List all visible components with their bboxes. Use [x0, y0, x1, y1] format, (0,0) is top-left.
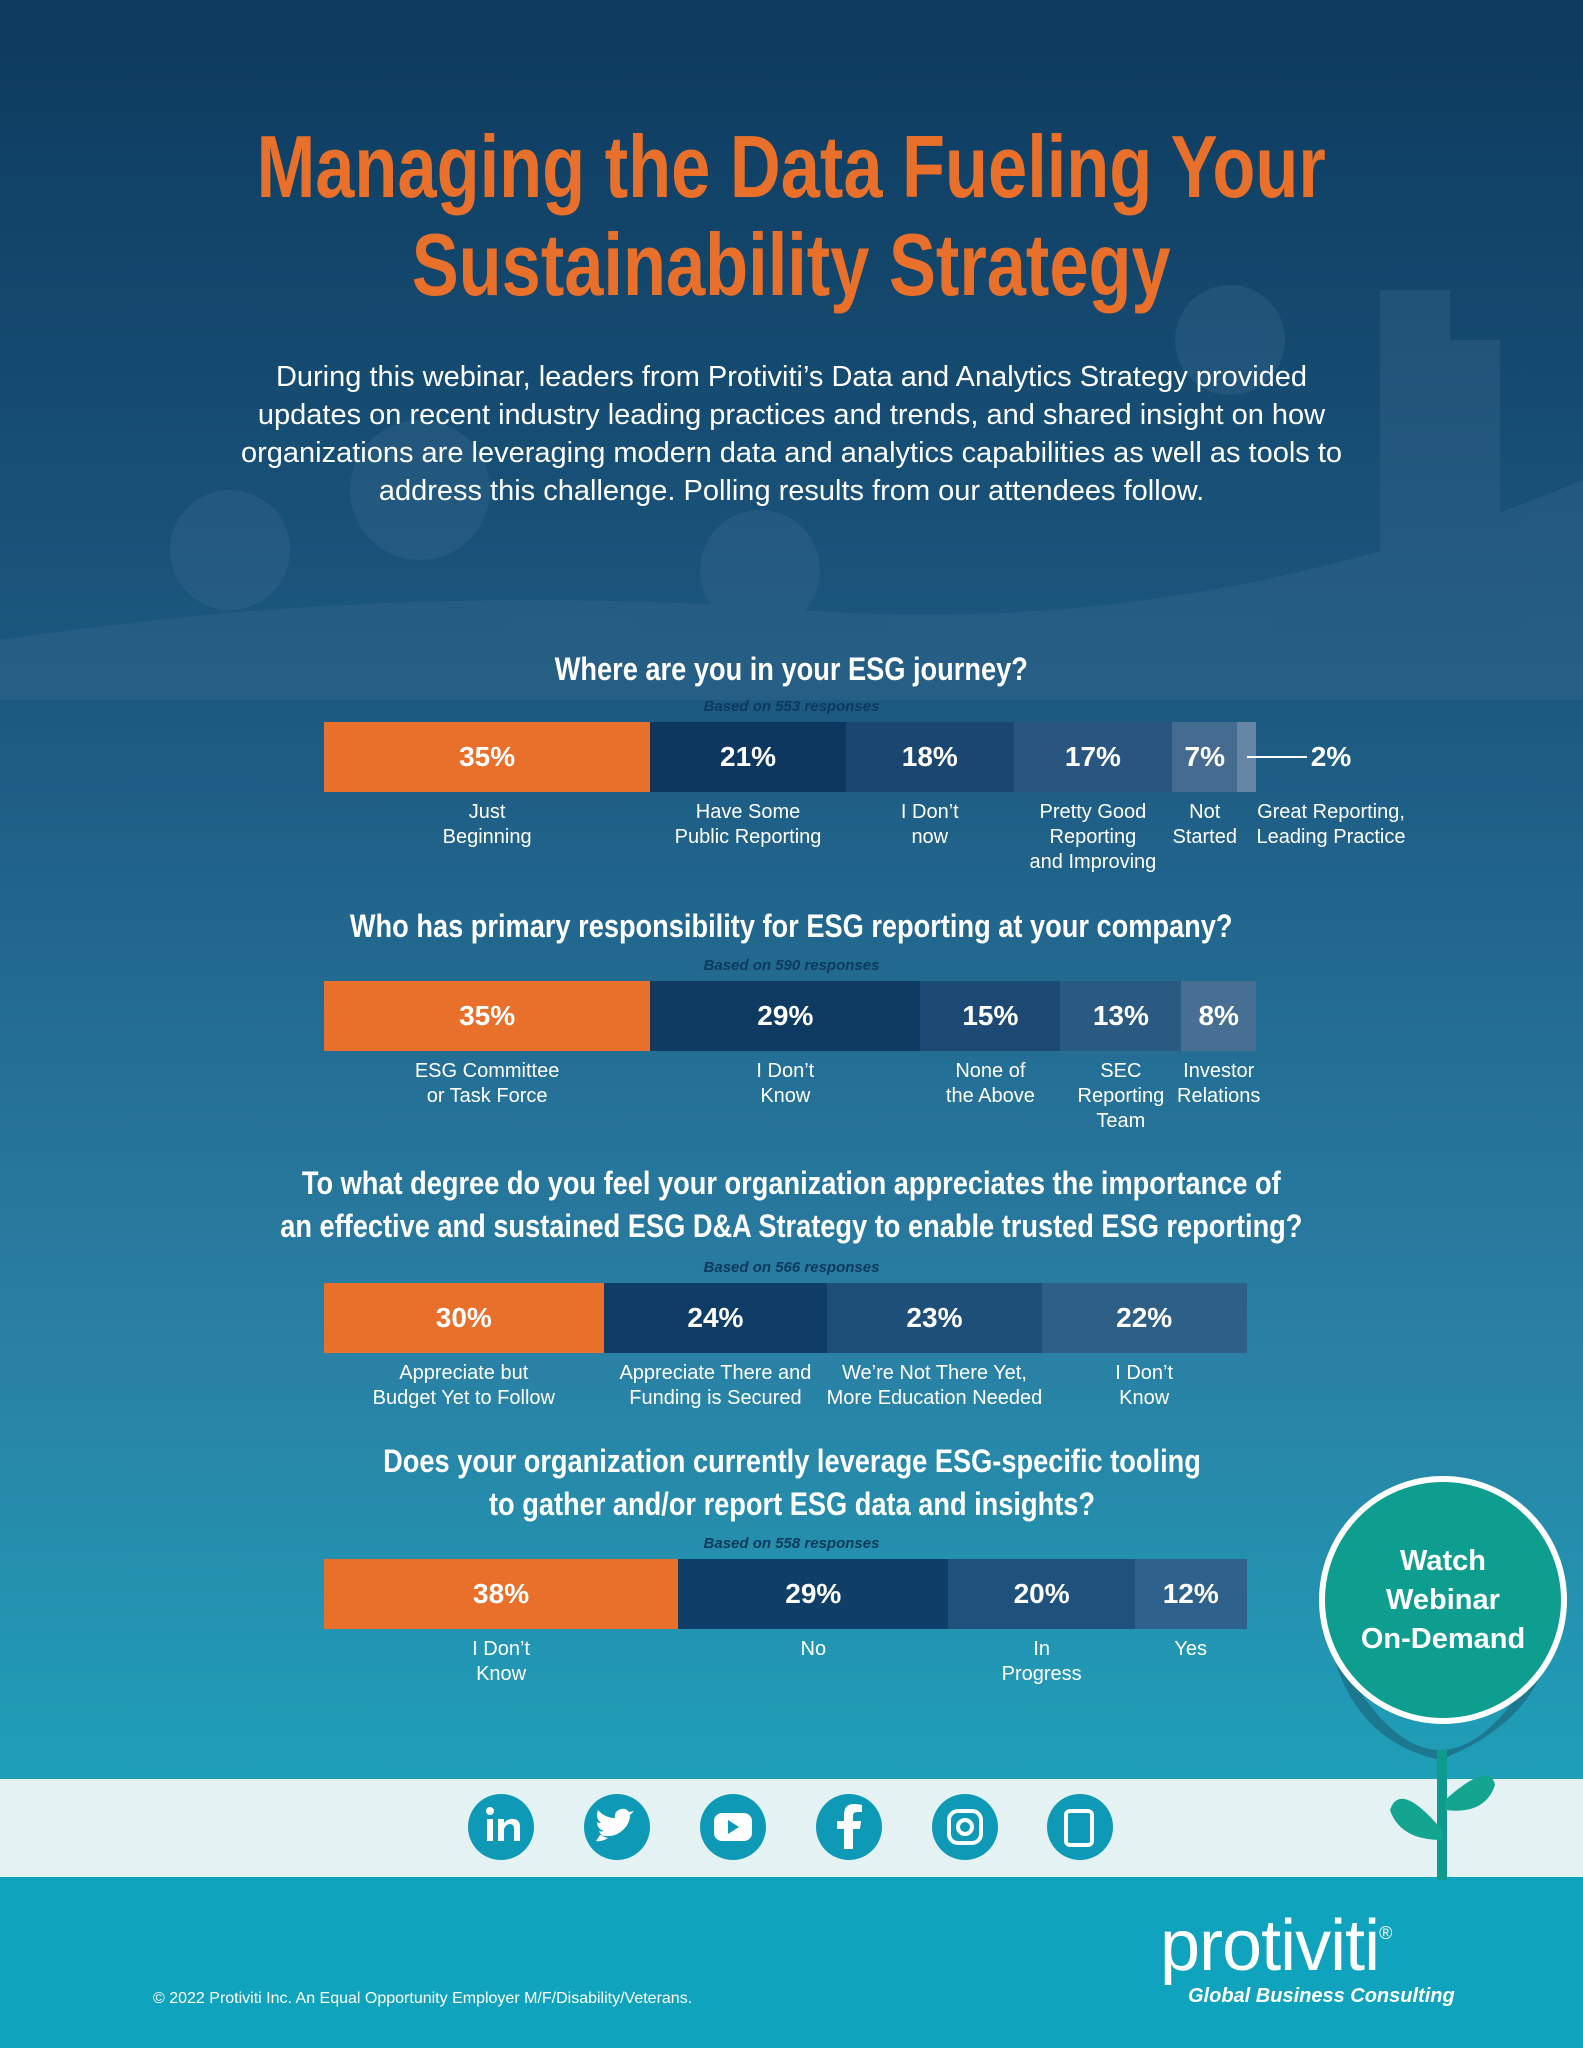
category-label: Pretty Good Reporting and Improving [1029, 801, 1157, 873]
page-title: Managing the Data Fueling Your Sustainab… [0, 118, 1583, 314]
category-label: We’re Not There Yet, More Education Need… [826, 1362, 1043, 1409]
value-label: 2% [1310, 741, 1352, 772]
bar-segment [920, 981, 1061, 1051]
category-label: Investor Relations [1177, 1060, 1261, 1107]
category-label: No [800, 1638, 827, 1660]
bar-segment [324, 722, 651, 792]
page-title-text: Managing the Data Fueling Your Sustainab… [256, 117, 1327, 314]
category-label: Just Beginning [442, 801, 532, 848]
chart-title-text: Who has primary responsibility for ESG r… [350, 908, 1233, 944]
watch-webinar-button[interactable]: Watch Webinar On-Demand [1319, 1476, 1567, 1724]
category-label: I Don’t Know [1115, 1362, 1174, 1409]
chart-subtitle: Based on 558 responses [703, 1535, 880, 1552]
logo-mark: ® [1379, 1923, 1392, 1943]
copyright: © 2022 Protiviti Inc. An Equal Opportuni… [153, 1990, 693, 2007]
bar-segment [845, 722, 1014, 792]
chart-subtitle: Based on 553 responses [703, 698, 880, 715]
chart-title-text: To what degree do you feel your organiza… [280, 1165, 1303, 1244]
value-label: 13% [1092, 1000, 1149, 1031]
bar-segment [1013, 722, 1173, 792]
value-label: 21% [720, 741, 777, 772]
bar-segment [324, 1559, 679, 1629]
category-label: I Don’t now [900, 801, 959, 848]
instagram-icon[interactable] [932, 1794, 998, 1860]
footer [0, 1877, 1583, 2048]
value-label: 8% [1198, 1000, 1239, 1031]
category-label: I Don’t Know [472, 1638, 530, 1685]
value-label: 22% [1116, 1302, 1173, 1333]
value-label: 29% [785, 1578, 842, 1609]
category-label: Appreciate There and Funding is Secured [619, 1362, 812, 1409]
value-label: 17% [1064, 741, 1121, 772]
category-label: SEC Reporting Team [1077, 1060, 1165, 1132]
bar-segment [1060, 981, 1182, 1051]
category-label: ESG Committee or Task Force [414, 1060, 560, 1107]
chart-title: Does your organization currently leverag… [0, 1440, 1583, 1526]
bar-segment [603, 1283, 828, 1353]
category-label: I Don’t Know [756, 1060, 815, 1107]
plant-decoration [1330, 1640, 1550, 1880]
logo: protiviti® [1160, 1905, 1392, 1987]
value-label: 35% [459, 741, 516, 772]
category-label: Have Some Public Reporting [674, 801, 822, 848]
bar-segment [650, 981, 921, 1051]
category-label: Appreciate but Budget Yet to Follow [372, 1362, 555, 1409]
category-label: Yes [1174, 1638, 1208, 1660]
chart-subtitle: Based on 590 responses [703, 957, 880, 974]
value-label: 7% [1184, 741, 1225, 772]
value-label: 12% [1162, 1578, 1219, 1609]
value-label: 23% [906, 1302, 963, 1333]
category-label: In Progress [1001, 1638, 1082, 1685]
category-label: Great Reporting, Leading Practice [1256, 801, 1406, 848]
chart-title-text: Does your organization currently leverag… [382, 1443, 1201, 1522]
value-label: 18% [901, 741, 958, 772]
bar-segment [827, 1283, 1042, 1353]
logo-text: protiviti [1160, 1906, 1380, 1986]
category-label: None of the Above [945, 1060, 1035, 1107]
bar-segment [324, 1283, 604, 1353]
chart-title: Where are you in your ESG journey? [0, 648, 1583, 691]
bar-segment [324, 981, 651, 1051]
bar-segment [1172, 722, 1238, 792]
value-label: 20% [1013, 1578, 1070, 1609]
bar-segment [948, 1559, 1135, 1629]
bar-segment [1041, 1283, 1247, 1353]
social-icons [468, 1794, 1113, 1860]
leader-line [1246, 756, 1307, 758]
value-label: 15% [962, 1000, 1019, 1031]
value-label: 38% [473, 1578, 530, 1609]
category-label: Not Started [1172, 801, 1237, 848]
chart-subtitle: Based on 566 responses [703, 1259, 880, 1276]
tagline: Global Business Consulting [1188, 1985, 1455, 2007]
value-label: 29% [757, 1000, 814, 1031]
chart-title-text: Where are you in your ESG journey? [554, 651, 1029, 687]
bar-segment [1181, 981, 1256, 1051]
bar-segment [1134, 1559, 1247, 1629]
value-label: 24% [687, 1302, 744, 1333]
skyline-decoration [0, 285, 1583, 700]
value-label: 35% [459, 1000, 516, 1031]
intro-text: During this webinar, leaders from Protiv… [240, 361, 1343, 507]
value-label: 30% [435, 1302, 492, 1333]
chart-title: Who has primary responsibility for ESG r… [0, 905, 1583, 948]
bar-segment [650, 722, 846, 792]
chart-title: To what degree do you feel your organiza… [0, 1162, 1583, 1248]
social-band [0, 1779, 1583, 1877]
bar-segment [678, 1559, 949, 1629]
